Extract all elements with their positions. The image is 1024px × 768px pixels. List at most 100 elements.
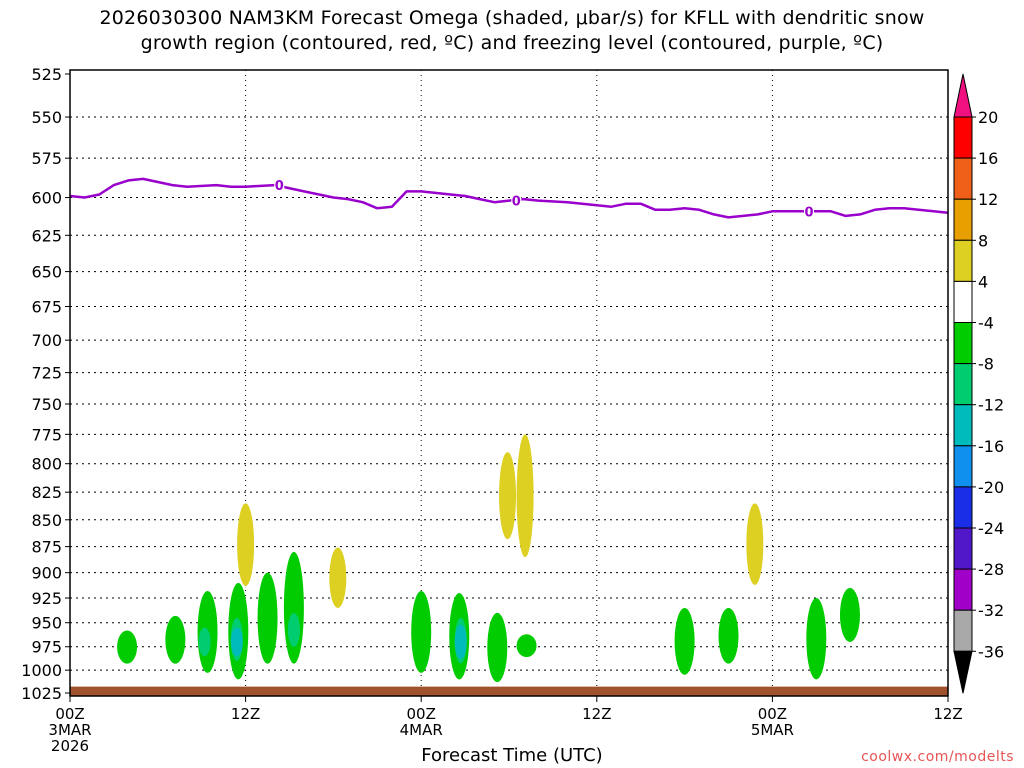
omega-feature bbox=[198, 627, 211, 657]
omega-feature bbox=[283, 551, 304, 664]
colorbar-label: -20 bbox=[978, 478, 1004, 497]
colorbar-segment bbox=[953, 363, 973, 406]
x-tick-label: 00Z bbox=[407, 705, 436, 723]
y-tick-label: 900 bbox=[31, 564, 62, 583]
colorbar-label: -12 bbox=[978, 396, 1004, 415]
colorbar-label: 12 bbox=[978, 190, 998, 209]
freezing-level-label: 0 bbox=[804, 205, 813, 220]
colorbar-segment bbox=[953, 486, 973, 529]
omega-feature bbox=[257, 572, 278, 664]
colorbar-label: 8 bbox=[978, 231, 988, 250]
freezing-level-line bbox=[69, 177, 949, 219]
omega-feature bbox=[287, 612, 300, 647]
omega-feature bbox=[839, 587, 860, 642]
y-tick-label: 725 bbox=[31, 364, 62, 383]
colorbar-top-cap bbox=[953, 73, 973, 118]
x-tick-label: 12Z bbox=[231, 705, 260, 723]
omega-feature bbox=[674, 607, 695, 675]
colorbar-label: 4 bbox=[978, 272, 988, 291]
omega-feature bbox=[329, 547, 347, 608]
watermark: coolwx.com/modelts bbox=[861, 749, 1014, 765]
surface-terrain bbox=[70, 686, 948, 696]
plot-frame bbox=[69, 69, 949, 697]
omega-feature bbox=[454, 624, 467, 659]
x-tick-label: 00Z bbox=[55, 705, 84, 723]
x-axis-title: Forecast Time (UTC) bbox=[421, 745, 603, 766]
y-tick-label: 925 bbox=[31, 589, 62, 608]
chart-title-line-2: growth region (contoured, red, ºC) and f… bbox=[140, 32, 884, 54]
colorbar-label: -28 bbox=[978, 560, 1004, 579]
y-tick-label: 675 bbox=[31, 298, 62, 317]
colorbar-segment bbox=[953, 445, 973, 488]
omega-feature bbox=[718, 607, 739, 664]
colorbar-label: -36 bbox=[978, 642, 1004, 661]
y-tick-label: 775 bbox=[31, 425, 62, 444]
grid bbox=[70, 70, 948, 696]
x-tick-label: 3MAR bbox=[48, 721, 91, 739]
omega-feature bbox=[516, 634, 537, 658]
y-tick-label: 1000 bbox=[21, 661, 62, 680]
y-tick-label: 825 bbox=[31, 483, 62, 502]
colorbar-segment bbox=[953, 609, 973, 652]
colorbar-label: -8 bbox=[978, 355, 994, 374]
y-tick-label: 975 bbox=[31, 638, 62, 657]
x-tick-label: 00Z bbox=[758, 705, 787, 723]
colorbar-segment bbox=[953, 116, 973, 159]
colorbar-segment bbox=[953, 280, 973, 323]
omega-feature bbox=[746, 503, 764, 585]
colorbar-label: -4 bbox=[978, 314, 994, 333]
colorbar-bottom-cap bbox=[953, 650, 973, 694]
colorbar-segment bbox=[953, 322, 973, 365]
y-tick-label: 875 bbox=[31, 538, 62, 557]
colorbar-segment bbox=[953, 157, 973, 200]
x-tick-label: 2026 bbox=[51, 737, 89, 755]
omega-feature bbox=[117, 630, 138, 664]
freezing-level-label: 0 bbox=[512, 195, 521, 210]
y-tick-label: 1025 bbox=[21, 684, 62, 703]
axes: 525 550 575 600 625 650 675 700 725 750 775 800 825 8… bbox=[21, 65, 962, 755]
y-tick-label: 700 bbox=[31, 331, 62, 350]
colorbar-segment bbox=[953, 198, 973, 241]
x-tick-label: 5MAR bbox=[751, 721, 794, 739]
surface-strip bbox=[70, 686, 948, 696]
omega-feature bbox=[230, 627, 243, 657]
colorbar-label: -32 bbox=[978, 601, 1004, 620]
freezing-level-label-bg bbox=[803, 204, 814, 219]
omega-feature bbox=[411, 590, 432, 673]
x-tick-label: 12Z bbox=[582, 705, 611, 723]
colorbar-segment bbox=[953, 239, 973, 282]
freezing-level: 0 0 0 bbox=[69, 177, 949, 220]
omega-feature bbox=[237, 503, 255, 586]
chart-title: 2026030300 NAM3KM Forecast Omega (shaded… bbox=[0, 6, 1024, 56]
omega-shading bbox=[117, 434, 860, 683]
y-tick-label: 800 bbox=[31, 455, 62, 474]
freezing-level-label: 0 bbox=[275, 179, 284, 194]
omega-feature bbox=[487, 612, 508, 683]
y-tick-label: 750 bbox=[31, 395, 62, 414]
colorbar-label: -24 bbox=[978, 519, 1004, 538]
freezing-level-label-bg bbox=[274, 178, 285, 193]
y-tick-label: 950 bbox=[31, 614, 62, 633]
y-tick-label: 600 bbox=[31, 189, 62, 208]
colorbar-label: -16 bbox=[978, 437, 1004, 456]
colorbar-segment bbox=[953, 568, 973, 611]
freezing-level-label-bg bbox=[511, 193, 522, 208]
y-tick-label: 850 bbox=[31, 511, 62, 530]
x-tick-label: 4MAR bbox=[400, 721, 443, 739]
y-tick-label: 575 bbox=[31, 149, 62, 168]
y-tick-label: 650 bbox=[31, 263, 62, 282]
y-tick-label: 525 bbox=[31, 65, 62, 84]
colorbar: 20 16 12 8 4 -4 -8 -12 -16 -20 -24 -28 -32 -36 bbox=[953, 73, 1004, 694]
omega-feature bbox=[516, 434, 534, 558]
omega-feature bbox=[499, 452, 517, 540]
colorbar-segment bbox=[953, 527, 973, 570]
colorbar-label: 16 bbox=[978, 149, 998, 168]
chart-title-line-1: 2026030300 NAM3KM Forecast Omega (shaded… bbox=[99, 7, 925, 29]
y-tick-label: 550 bbox=[31, 108, 62, 127]
colorbar-label: 20 bbox=[978, 108, 998, 127]
y-tick-label: 625 bbox=[31, 226, 62, 245]
omega-feature bbox=[165, 615, 186, 664]
omega-feature bbox=[806, 598, 827, 680]
x-tick-label: 12Z bbox=[933, 705, 962, 723]
